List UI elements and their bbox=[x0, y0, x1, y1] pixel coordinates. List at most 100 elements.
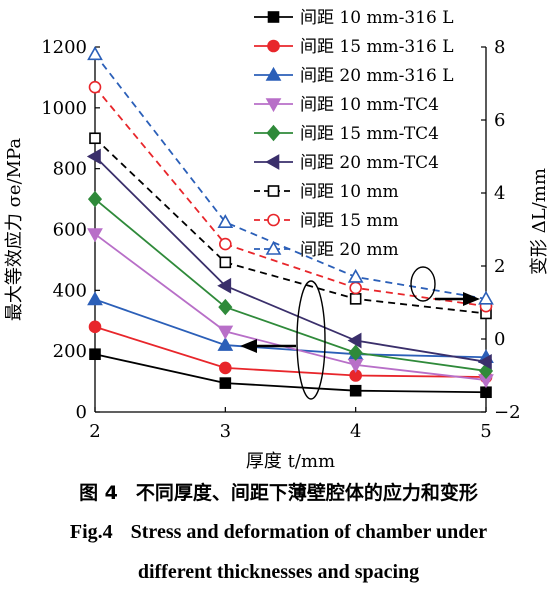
data-point bbox=[349, 293, 362, 305]
y-left-tick-label: 400 bbox=[53, 280, 87, 301]
series-line bbox=[94, 198, 487, 372]
series-line bbox=[94, 86, 487, 308]
series-5 bbox=[87, 190, 494, 380]
series-line bbox=[94, 53, 487, 300]
caption-cn-text: 不同厚度、间距下薄壁腔体的应力和变形 bbox=[135, 482, 478, 504]
legend-item: 间距 10 mm bbox=[254, 182, 399, 202]
data-point bbox=[87, 190, 103, 208]
legend-swatch-marker bbox=[267, 185, 280, 197]
data-point bbox=[347, 268, 364, 283]
legend-swatch-marker bbox=[265, 98, 282, 113]
data-point bbox=[217, 214, 234, 228]
y-right-tick-label: 8 bbox=[494, 37, 505, 58]
legend-swatch-marker bbox=[267, 39, 280, 53]
data-point bbox=[88, 80, 102, 94]
data-point bbox=[347, 332, 362, 349]
data-point bbox=[480, 386, 492, 399]
data-point bbox=[349, 384, 362, 397]
legend-label: 间距 10 mm bbox=[300, 182, 399, 202]
x-tick-label: 4 bbox=[350, 421, 361, 442]
data-point bbox=[87, 291, 103, 306]
series-3 bbox=[87, 291, 494, 364]
caption-cn-fig: 图 4 bbox=[79, 482, 118, 504]
data-point bbox=[477, 353, 492, 370]
legend-swatch-marker bbox=[267, 11, 280, 23]
caption-en-line1: Stress and deformation of chamber under bbox=[130, 521, 488, 543]
data-point bbox=[87, 228, 103, 243]
legend-label: 间距 10 mm-TC4 bbox=[300, 95, 439, 115]
y-left-tick-label: 1000 bbox=[41, 98, 87, 119]
y-right-tick-label: 2 bbox=[494, 256, 505, 277]
data-point bbox=[219, 237, 232, 251]
y-right-tick-label: 4 bbox=[494, 183, 505, 204]
y-left-tick-label: 1200 bbox=[41, 37, 87, 58]
y-axis-right-label: 变形 ΔL/mm bbox=[529, 168, 550, 275]
series-line bbox=[94, 233, 487, 381]
legend-label: 间距 20 mm bbox=[300, 240, 399, 260]
x-tick-label: 5 bbox=[480, 421, 491, 442]
legend-swatch-marker bbox=[265, 240, 282, 255]
data-point bbox=[217, 277, 232, 294]
figure-caption-en-line1: Fig.4 Stress and deformation of chamber u… bbox=[0, 521, 557, 544]
data-point bbox=[219, 377, 232, 389]
figure-caption-en-line2: different thicknesses and spacing bbox=[137, 561, 420, 583]
caption-en-fig: Fig.4 bbox=[69, 521, 113, 543]
data-point bbox=[217, 325, 234, 340]
stress-group-ellipse bbox=[296, 280, 326, 400]
series-line bbox=[94, 298, 487, 359]
y-left-tick-label: 0 bbox=[76, 402, 87, 423]
legend-item: 间距 20 mm-TC4 bbox=[254, 153, 439, 173]
series-9 bbox=[87, 46, 494, 305]
y-right-tick-label: 0 bbox=[494, 329, 505, 350]
data-point bbox=[86, 148, 101, 165]
data-point bbox=[88, 320, 102, 334]
data-point bbox=[89, 348, 101, 361]
y-left-tick-label: 800 bbox=[53, 159, 87, 180]
legend-swatch-marker bbox=[265, 154, 280, 170]
series-1 bbox=[89, 348, 492, 399]
legend-label: 间距 10 mm-316 L bbox=[300, 8, 454, 28]
legend-label: 间距 20 mm-316 L bbox=[300, 66, 454, 86]
arrow-to-left-axis-head bbox=[240, 339, 257, 353]
data-point bbox=[348, 344, 363, 361]
data-point bbox=[478, 290, 494, 305]
chart-series bbox=[86, 46, 494, 399]
legend-swatch-marker bbox=[267, 213, 280, 227]
series-4 bbox=[87, 228, 494, 389]
y-right-tick-label: 6 bbox=[494, 110, 505, 131]
legend-item: 间距 15 mm bbox=[254, 211, 399, 231]
legend-item: 间距 20 mm bbox=[254, 240, 399, 260]
arrow-to-right-axis-head bbox=[463, 292, 480, 306]
legend-item: 间距 20 mm-316 L bbox=[254, 66, 454, 86]
legend-label: 间距 15 mm-TC4 bbox=[300, 124, 439, 144]
x-tick-label: 3 bbox=[220, 421, 231, 442]
y-left-tick-label: 200 bbox=[53, 341, 87, 362]
data-point bbox=[87, 46, 103, 61]
legend-swatch-marker bbox=[266, 124, 281, 142]
y-axis-left-label: 最大等效应力 σe/MPa bbox=[4, 138, 25, 321]
y-right-tick-label: −2 bbox=[494, 402, 521, 423]
data-point bbox=[349, 281, 362, 295]
data-point bbox=[219, 256, 232, 269]
data-point bbox=[217, 336, 234, 351]
series-line bbox=[94, 137, 487, 315]
legend-label: 间距 20 mm-TC4 bbox=[300, 153, 439, 173]
legend-label: 间距 15 mm-316 L bbox=[300, 37, 454, 57]
x-tick-label: 2 bbox=[89, 421, 100, 442]
legend-item: 间距 10 mm-TC4 bbox=[254, 95, 439, 115]
series-line bbox=[94, 325, 487, 378]
legend-label: 间距 15 mm bbox=[300, 211, 399, 231]
figure-caption-cn: 图 4 不同厚度、间距下薄壁腔体的应力和变形 bbox=[0, 478, 557, 505]
data-point bbox=[218, 298, 233, 316]
data-point bbox=[89, 132, 101, 145]
data-point bbox=[219, 361, 232, 375]
chart-legend: 间距 10 mm-316 L 间距 15 mm-316 L 间距 20 mm-316… bbox=[254, 8, 454, 260]
x-axis-label: 厚度 t/mm bbox=[246, 451, 335, 472]
legend-item: 间距 10 mm-316 L bbox=[254, 8, 454, 28]
series-line bbox=[94, 353, 487, 394]
series-8 bbox=[88, 80, 493, 313]
legend-swatch-marker bbox=[265, 66, 282, 81]
series-line bbox=[94, 155, 487, 363]
